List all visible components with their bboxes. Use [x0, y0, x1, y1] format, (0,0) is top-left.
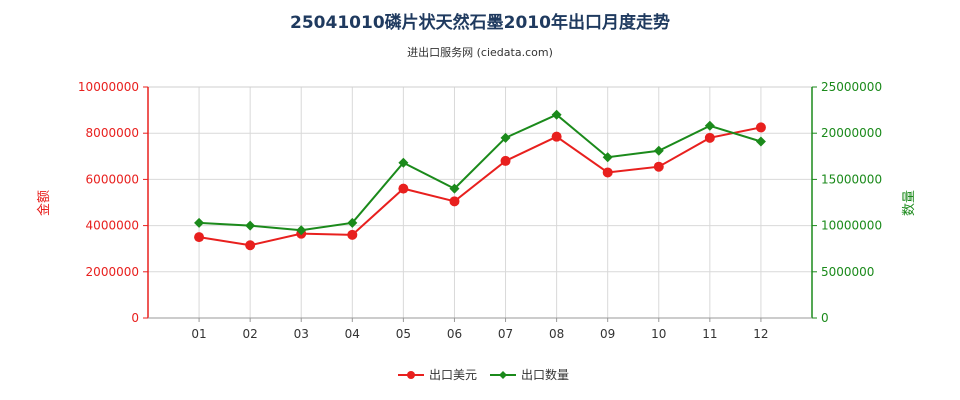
left-axis-ticks: 0 2000000 4000000 6000000 8000000 10000000 [78, 80, 148, 325]
data-point [755, 136, 766, 147]
x-tick-label: 01 [191, 327, 206, 341]
left-axis-label: 金额 [36, 190, 52, 216]
data-point [704, 132, 715, 143]
legend-label: 出口美元 [429, 368, 477, 382]
x-tick-label: 07 [498, 327, 513, 341]
data-point [194, 217, 205, 228]
data-point [296, 225, 307, 236]
chart-title: 25041010磷片状天然石墨2010年出口月度走势 [290, 13, 670, 33]
data-point [449, 183, 460, 194]
chart-subtitle: 进出口服务网 (ciedata.com) [407, 46, 553, 59]
data-point [602, 152, 613, 163]
data-point [398, 183, 409, 194]
x-tick-label: 08 [549, 327, 564, 341]
data-point [449, 196, 460, 207]
x-tick-label: 06 [447, 327, 462, 341]
x-tick-label: 02 [243, 327, 258, 341]
data-point [245, 240, 256, 251]
right-axis-ticks: 0 5000000 10000000 15000000 20000000 25000000 [812, 80, 882, 325]
x-tick-label: 03 [294, 327, 309, 341]
data-point [755, 122, 766, 133]
data-point [194, 232, 205, 243]
chart-axes [147, 87, 813, 319]
x-tick-label: 05 [396, 327, 411, 341]
series-line [198, 126, 762, 247]
left-tick-label: 2000000 [86, 265, 139, 279]
data-point [551, 109, 562, 120]
legend-label: 出口数量 [521, 367, 569, 382]
x-tick-label: 11 [702, 327, 717, 341]
left-tick-label: 4000000 [86, 219, 139, 233]
left-tick-label: 0 [131, 311, 139, 325]
left-tick-label: 10000000 [78, 80, 139, 94]
grid-lines [147, 86, 813, 319]
data-point [500, 132, 511, 143]
x-tick-label: 09 [600, 327, 615, 341]
legend: 出口美元 出口数量 [398, 367, 569, 382]
right-tick-label: 0 [821, 311, 829, 325]
data-point [347, 217, 358, 228]
right-tick-label: 25000000 [821, 80, 882, 94]
plot-frame [147, 86, 813, 319]
right-tick-label: 5000000 [821, 265, 874, 279]
x-tick-label: 12 [753, 327, 768, 341]
x-tick-label: 04 [345, 327, 360, 341]
right-tick-label: 10000000 [821, 219, 882, 233]
right-tick-label: 20000000 [821, 126, 882, 140]
right-axis-label: 数量 [902, 190, 917, 216]
data-point [398, 157, 409, 168]
data-point [653, 145, 664, 156]
legend-swatch-marker [499, 371, 507, 379]
data-point [551, 131, 562, 142]
left-tick-label: 6000000 [86, 172, 139, 186]
data-point [347, 229, 358, 240]
data-point [500, 155, 511, 166]
x-tick-label: 10 [651, 327, 666, 341]
data-point [653, 161, 664, 172]
data-point [602, 167, 613, 178]
left-tick-label: 8000000 [86, 126, 139, 140]
right-tick-label: 15000000 [821, 172, 882, 186]
data-point [245, 220, 256, 231]
legend-swatch-marker [407, 371, 415, 379]
data-point [704, 120, 715, 131]
x-axis-ticks: 01 02 03 04 05 06 07 08 09 10 11 12 [191, 318, 769, 341]
series-layer [194, 109, 766, 251]
series-line [199, 113, 762, 232]
